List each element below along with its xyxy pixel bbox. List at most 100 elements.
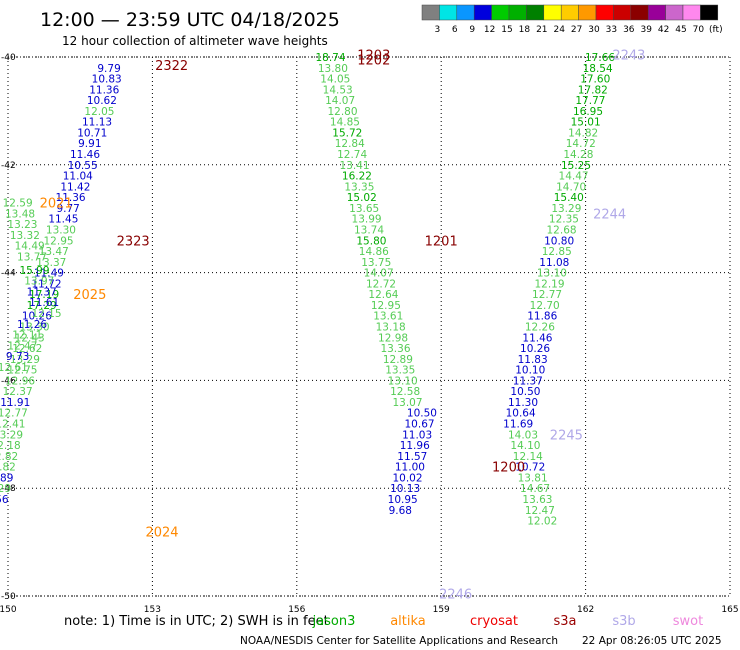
wave-height-value: 10.71: [77, 127, 107, 139]
wave-height-value: 11.46: [70, 149, 100, 161]
legend-jason3: jason3: [312, 614, 356, 629]
wave-height-value: 12.84: [335, 138, 365, 150]
wave-height-value: 14.72: [566, 138, 596, 150]
footer-timestamp: 22 Apr 08:26:05 UTC 2025: [582, 635, 722, 647]
scale-swatch: [491, 4, 510, 21]
wave-height-value: 13.75: [361, 257, 391, 269]
wave-height-value: 13.29: [10, 354, 40, 366]
wave-height-value: 12.26: [525, 322, 555, 334]
y-tick-label: -50: [1, 592, 16, 602]
x-tick-label: 153: [144, 605, 161, 615]
wave-height-value: 11.08: [539, 257, 569, 269]
wave-height-value: 11.36: [89, 84, 119, 96]
wave-height-value: 11.42: [60, 181, 90, 193]
wave-height-value: 14.86: [359, 246, 389, 258]
wave-height-value: 12.96: [5, 375, 35, 387]
wave-height-value: 13.32: [10, 230, 40, 242]
wave-height-value: 11.91: [0, 397, 30, 409]
x-tick-label: 150: [0, 605, 17, 615]
wave-height-value: 11.37: [27, 286, 57, 298]
wave-height-value: 13.48: [5, 208, 35, 220]
wave-height-value: 12.14: [513, 451, 543, 463]
wave-height-value: 12.82: [0, 451, 18, 463]
scale-swatch: [595, 4, 614, 21]
wave-height-value: 14.85: [330, 117, 360, 129]
wave-height-value: 10.50: [407, 408, 437, 420]
pass-label: 2021: [40, 197, 73, 212]
wave-height-value: 13.61: [373, 311, 403, 323]
wave-height-value: 18.54: [583, 63, 613, 75]
wave-height-value: 16.95: [573, 106, 603, 118]
wave-height-value: 11.04: [63, 171, 93, 183]
scale-swatch: [665, 4, 684, 21]
scale-swatch: [560, 4, 579, 21]
y-tick-label: -42: [1, 161, 16, 171]
legend-note: note: 1) Time is in UTC; 2) SWH is in fe…: [64, 614, 329, 629]
wave-height-value: 11.89: [0, 472, 13, 484]
wave-height-value: 10.55: [68, 160, 98, 172]
wave-height-value: 13.63: [522, 494, 552, 506]
wave-height-value: 12.47: [525, 505, 555, 517]
pass-label: 2245: [550, 428, 583, 443]
wave-height-value: 12.35: [549, 214, 579, 226]
pass-label: 2244: [593, 207, 626, 222]
grid-lines: [7, 56, 731, 597]
scale-label: 24: [553, 25, 565, 35]
y-tick-label: -40: [1, 53, 16, 63]
wave-height-value: 13.35: [344, 181, 374, 193]
wave-height-value: 12.58: [390, 386, 420, 398]
wave-height-value: 10.83: [92, 74, 122, 86]
wave-height-value: 12.43: [15, 332, 45, 344]
wave-height-value: 12.82: [0, 462, 16, 474]
scale-label: 9: [469, 25, 475, 35]
wave-height-value: 12.95: [44, 235, 74, 247]
scale-swatch: [526, 4, 545, 21]
wave-height-value: 11.00: [395, 462, 425, 474]
wave-height-value: 12.15: [31, 308, 61, 320]
wave-height-value: 13.18: [376, 322, 406, 334]
y-tick-label: -46: [1, 376, 16, 386]
scale-swatch: [613, 4, 632, 21]
scale-swatch: [473, 4, 492, 21]
wave-height-value: 12.95: [371, 300, 401, 312]
wave-height-value: 15.01: [571, 117, 601, 129]
wave-height-value: 14.70: [556, 181, 586, 193]
scale-label: 3: [435, 25, 441, 35]
scale-label: 39: [640, 25, 652, 35]
wave-height-value: 12.59: [3, 198, 33, 210]
wave-height-value: 13.47: [39, 246, 69, 258]
wave-height-value: 11.96: [400, 440, 430, 452]
wave-height-value: 12.11: [12, 330, 42, 342]
wave-height-value: 10.02: [392, 472, 422, 484]
x-tick-label: 165: [721, 605, 738, 615]
wave-height-value: 13.77: [17, 251, 47, 263]
wave-height-value: 12.29: [0, 483, 11, 495]
scale-swatch: [630, 4, 649, 21]
wave-height-value: 9.79: [97, 63, 120, 75]
wave-height-value: 12.47: [7, 340, 37, 352]
wave-height-value: 14.07: [364, 268, 394, 280]
scale-label: 6: [452, 25, 458, 35]
satellite-legend: jason3 altika cryosat s3a s3b swot: [312, 614, 704, 629]
wave-height-value: 11.13: [82, 117, 112, 129]
wave-height-value: 18.74: [315, 52, 345, 64]
wave-height-value: 11.49: [34, 268, 64, 280]
wave-height-value: 12.02: [527, 516, 557, 528]
y-axis-ticks: -40 -42 -44 -46 -48 -50: [1, 53, 16, 602]
wave-height-value: 12.98: [378, 332, 408, 344]
page-title: 12:00 — 23:59 UTC 04/18/2025: [40, 9, 340, 31]
wave-height-value: 11.26: [17, 319, 47, 331]
scale-label: (ft): [709, 25, 723, 35]
wave-height-value: 15.25: [561, 160, 591, 172]
x-tick-label: 159: [433, 605, 450, 615]
scale-swatch: [682, 4, 701, 21]
wave-height-value: 13.41: [340, 160, 370, 172]
wave-height-value: 9.91: [78, 138, 101, 150]
wave-height-value: 10.10: [515, 365, 545, 377]
x-axis-ticks: 150 153 156 159 162 165: [0, 605, 739, 615]
pass-label: 1200: [492, 461, 525, 476]
wave-height-value: 12.19: [534, 278, 564, 290]
wave-height-value: 9.68: [389, 505, 412, 517]
